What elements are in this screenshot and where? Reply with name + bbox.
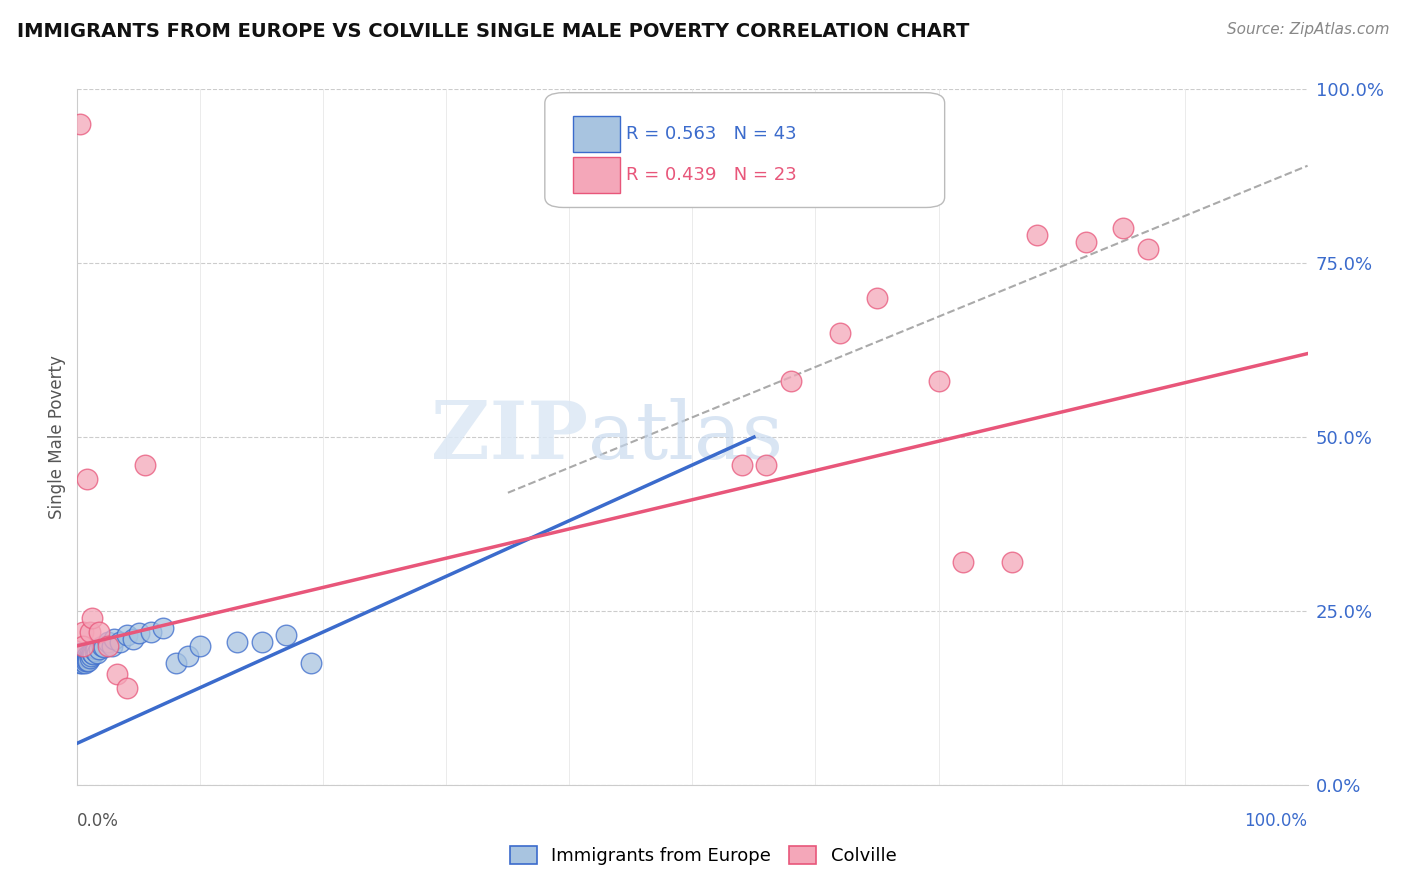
Text: Source: ZipAtlas.com: Source: ZipAtlas.com <box>1226 22 1389 37</box>
Point <box>75 654 97 668</box>
Point <box>165 657 187 671</box>
Point <box>97 635 120 649</box>
Point <box>141 624 163 639</box>
Point <box>101 639 124 653</box>
Point <box>755 458 778 472</box>
Point <box>86 646 108 660</box>
Point <box>82 611 104 625</box>
Text: ZIP: ZIP <box>430 398 588 476</box>
Point <box>952 555 974 569</box>
Point <box>76 653 98 667</box>
Point <box>82 647 104 661</box>
Point <box>76 649 98 664</box>
Point <box>77 651 100 665</box>
Point <box>780 375 803 389</box>
Point <box>69 657 91 671</box>
Point <box>80 649 103 664</box>
Point <box>121 632 143 646</box>
Point <box>134 458 156 472</box>
Point <box>830 326 852 340</box>
Point <box>69 649 91 664</box>
Point <box>76 472 98 486</box>
FancyBboxPatch shape <box>546 93 945 208</box>
Point <box>70 649 93 664</box>
Point <box>82 646 104 660</box>
Point <box>75 651 97 665</box>
Point <box>72 654 94 668</box>
Text: atlas: atlas <box>588 398 783 476</box>
Point <box>73 657 96 671</box>
Point <box>83 644 105 658</box>
Point <box>190 639 212 653</box>
Text: IMMIGRANTS FROM EUROPE VS COLVILLE SINGLE MALE POVERTY CORRELATION CHART: IMMIGRANTS FROM EUROPE VS COLVILLE SINGL… <box>17 22 969 41</box>
FancyBboxPatch shape <box>574 157 620 193</box>
Point <box>1136 242 1159 256</box>
Point <box>77 654 100 668</box>
Point <box>69 117 91 131</box>
Point <box>866 291 889 305</box>
Point <box>70 646 93 660</box>
Point <box>72 639 94 653</box>
Point <box>226 635 249 649</box>
Y-axis label: Single Male Poverty: Single Male Poverty <box>48 355 66 519</box>
Point <box>84 642 107 657</box>
Point <box>90 639 114 653</box>
Point <box>177 649 200 664</box>
Point <box>103 632 125 646</box>
Point <box>70 657 93 671</box>
Point <box>115 681 138 695</box>
Point <box>1076 235 1098 250</box>
Text: 100.0%: 100.0% <box>1244 812 1308 830</box>
Point <box>1026 228 1049 243</box>
Point <box>93 640 115 655</box>
FancyBboxPatch shape <box>574 116 620 152</box>
Point <box>1001 555 1024 569</box>
Text: R = 0.563   N = 43: R = 0.563 N = 43 <box>626 125 797 143</box>
Point <box>79 651 101 665</box>
Point <box>1112 221 1135 235</box>
Point <box>89 642 111 657</box>
Text: 0.0%: 0.0% <box>77 812 120 830</box>
Point <box>152 621 174 635</box>
Point <box>928 375 950 389</box>
Point <box>73 653 96 667</box>
Point <box>97 639 120 653</box>
Point <box>72 647 94 661</box>
Point <box>89 624 111 639</box>
Point <box>72 624 94 639</box>
Point <box>79 647 101 661</box>
Point <box>276 628 298 642</box>
Point <box>299 657 322 671</box>
Point <box>105 666 128 681</box>
Legend: Immigrants from Europe, Colville: Immigrants from Europe, Colville <box>501 838 905 874</box>
Text: R = 0.439   N = 23: R = 0.439 N = 23 <box>626 166 797 184</box>
Point <box>128 626 150 640</box>
Point <box>250 635 273 649</box>
Point <box>115 628 138 642</box>
Point <box>731 458 754 472</box>
Point <box>79 624 101 639</box>
Point <box>70 653 93 667</box>
Point <box>110 635 132 649</box>
